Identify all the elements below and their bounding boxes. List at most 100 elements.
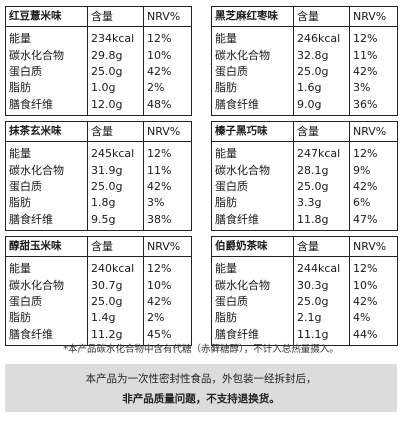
nutrient-nrv: 11% [349, 47, 398, 63]
nutrient-amount: 234kcal [87, 26, 144, 47]
nutrient-name: 脂肪 [5, 194, 88, 210]
flavor-name: 伯爵奶茶味 [211, 236, 294, 257]
nutrient-name: 脂肪 [211, 194, 294, 210]
nutrient-name: 脂肪 [5, 309, 88, 325]
nutrient-nrv: 47% [349, 210, 398, 231]
nutrient-nrv: 38% [143, 210, 192, 231]
amount-header: 含量 [87, 236, 144, 257]
nutrient-amount: 11.8g [293, 210, 350, 231]
nutrient-amount: 247kcal [293, 141, 350, 162]
nutrient-name: 脂肪 [211, 309, 294, 325]
nutrient-amount: 29.8g [87, 47, 144, 63]
nutrient-nrv: 36% [349, 95, 398, 116]
table-header-row: 醇甜玉米味 含量 NRV% [5, 236, 192, 257]
table-row: 能量 244kcal 12% [211, 256, 398, 277]
nrv-header: NRV% [143, 121, 192, 142]
nutrient-nrv: 12% [143, 26, 192, 47]
table-row: 碳水化合物 29.8g 10% [5, 47, 192, 63]
nutrient-name: 脂肪 [211, 79, 294, 95]
nutrient-name: 脂肪 [5, 79, 88, 95]
nutrient-nrv: 10% [143, 47, 192, 63]
nutrient-amount: 1.6g [293, 79, 350, 95]
nutrient-name: 蛋白质 [5, 178, 88, 194]
table-row: 蛋白质 25.0g 42% [5, 178, 192, 194]
table-row: 碳水化合物 31.9g 11% [5, 162, 192, 178]
nutrient-nrv: 2% [143, 309, 192, 325]
nutrient-amount: 1.4g [87, 309, 144, 325]
nutrient-nrv: 42% [349, 63, 398, 79]
notice-line-2: 非产品质量问题，不支持退换货。 [122, 392, 280, 405]
nutrient-amount: 9.0g [293, 95, 350, 116]
nutrition-panel: 红豆薏米味 含量 NRV% 能量 234kcal 12% 碳水化合物 29.8g 10% 蛋白质 2… [5, 6, 192, 116]
nutrient-amount: 2.1g [293, 309, 350, 325]
nutrient-nrv: 10% [143, 277, 192, 293]
nutrient-nrv: 3% [143, 194, 192, 210]
table-header-row: 黑芝麻红枣味 含量 NRV% [211, 6, 398, 27]
nutrient-name: 能量 [5, 256, 88, 277]
nutrient-name: 蛋白质 [5, 63, 88, 79]
nutrient-name: 膳食纤维 [211, 210, 294, 231]
nutrient-name: 膳食纤维 [5, 95, 88, 116]
nutrient-nrv: 11% [143, 162, 192, 178]
nutrient-name: 能量 [211, 256, 294, 277]
table-row: 能量 246kcal 12% [211, 26, 398, 47]
nutrition-table: 红豆薏米味 含量 NRV% 能量 234kcal 12% 碳水化合物 29.8g 10% 蛋白质 2… [5, 6, 192, 116]
nutrient-name: 碳水化合物 [5, 277, 88, 293]
nutrient-amount: 240kcal [87, 256, 144, 277]
table-header-row: 红豆薏米味 含量 NRV% [5, 6, 192, 27]
nutrient-amount: 1.8g [87, 194, 144, 210]
table-row: 脂肪 1.6g 3% [211, 79, 398, 95]
nutrient-name: 能量 [5, 141, 88, 162]
nutrient-nrv: 12% [143, 141, 192, 162]
sweetener-footnote: *本产品碳水化合物中含有代糖（赤藓糖醇），不计入总热量摄入。 [63, 344, 339, 355]
nutrition-panel: 榛子黑巧味 含量 NRV% 能量 247kcal 12% 碳水化合物 28.1g 9% 蛋白质 25… [211, 121, 398, 231]
nutrient-nrv: 4% [349, 309, 398, 325]
nutrient-amount: 25.0g [87, 178, 144, 194]
nutrient-amount: 9.5g [87, 210, 144, 231]
nutrition-table: 伯爵奶茶味 含量 NRV% 能量 244kcal 12% 碳水化合物 30.3g 10% 蛋白质 2… [211, 236, 398, 346]
table-row: 膳食纤维 11.8g 47% [211, 210, 398, 231]
flavor-name: 抹茶玄米味 [5, 121, 88, 142]
nutrient-nrv: 44% [349, 325, 398, 346]
table-row: 能量 245kcal 12% [5, 141, 192, 162]
table-row: 蛋白质 25.0g 42% [211, 63, 398, 79]
nutrition-panels-grid: 红豆薏米味 含量 NRV% 能量 234kcal 12% 碳水化合物 29.8g 10% 蛋白质 2… [5, 6, 398, 346]
nutrient-amount: 30.3g [293, 277, 350, 293]
table-row: 脂肪 1.8g 3% [5, 194, 192, 210]
nutrient-amount: 25.0g [293, 63, 350, 79]
amount-header: 含量 [87, 121, 144, 142]
nutrient-amount: 25.0g [87, 63, 144, 79]
nutrient-amount: 30.7g [87, 277, 144, 293]
amount-header: 含量 [293, 121, 350, 142]
nutrient-name: 膳食纤维 [211, 95, 294, 116]
nutrient-nrv: 12% [143, 256, 192, 277]
nutrient-nrv: 12% [349, 141, 398, 162]
nutrient-name: 碳水化合物 [5, 162, 88, 178]
nutrition-table: 榛子黑巧味 含量 NRV% 能量 247kcal 12% 碳水化合物 28.1g 9% 蛋白质 25… [211, 121, 398, 231]
nutrient-name: 能量 [211, 141, 294, 162]
table-row: 蛋白质 25.0g 42% [211, 293, 398, 309]
table-row: 膳食纤维 11.2g 45% [5, 325, 192, 346]
nutrient-amount: 31.9g [87, 162, 144, 178]
nutrient-name: 膳食纤维 [5, 210, 88, 231]
table-row: 蛋白质 25.0g 42% [5, 63, 192, 79]
nutrient-nrv: 9% [349, 162, 398, 178]
table-row: 能量 247kcal 12% [211, 141, 398, 162]
table-row: 脂肪 2.1g 4% [211, 309, 398, 325]
nutrient-nrv: 42% [349, 293, 398, 309]
nutrition-panel: 醇甜玉米味 含量 NRV% 能量 240kcal 12% 碳水化合物 30.7g 10% 蛋白质 2… [5, 236, 192, 346]
nutrient-nrv: 42% [143, 63, 192, 79]
nrv-header: NRV% [349, 236, 398, 257]
nutrient-nrv: 6% [349, 194, 398, 210]
table-row: 能量 240kcal 12% [5, 256, 192, 277]
nutrient-name: 碳水化合物 [211, 162, 294, 178]
table-row: 脂肪 3.3g 6% [211, 194, 398, 210]
nutrition-panel: 黑芝麻红枣味 含量 NRV% 能量 246kcal 12% 碳水化合物 32.8g 11% 蛋白质… [211, 6, 398, 116]
nutrient-name: 碳水化合物 [211, 277, 294, 293]
table-row: 膳食纤维 11.1g 44% [211, 325, 398, 346]
nutrient-amount: 25.0g [293, 293, 350, 309]
nutrition-table: 醇甜玉米味 含量 NRV% 能量 240kcal 12% 碳水化合物 30.7g 10% 蛋白质 2… [5, 236, 192, 346]
table-row: 能量 234kcal 12% [5, 26, 192, 47]
nutrition-table: 黑芝麻红枣味 含量 NRV% 能量 246kcal 12% 碳水化合物 32.8g 11% 蛋白质… [211, 6, 398, 116]
amount-header: 含量 [293, 236, 350, 257]
